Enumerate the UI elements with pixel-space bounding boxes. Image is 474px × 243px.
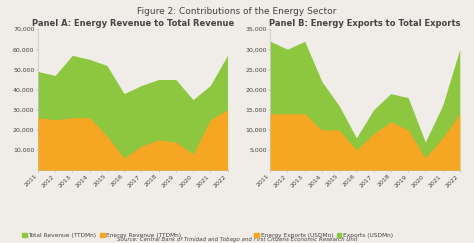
Text: Figure 2: Contributions of the Energy Sector: Figure 2: Contributions of the Energy Se… xyxy=(137,7,337,16)
Title: Panel B: Energy Exports to Total Exports: Panel B: Energy Exports to Total Exports xyxy=(269,19,461,28)
Title: Panel A: Energy Revenue to Total Revenue: Panel A: Energy Revenue to Total Revenue xyxy=(32,19,234,28)
Text: Source: Central Bank of Trinidad and Tobago and First Citizens Economic Research: Source: Central Bank of Trinidad and Tob… xyxy=(117,237,357,242)
Legend: Energy Exports (USDMn), Exports (USDMn): Energy Exports (USDMn), Exports (USDMn) xyxy=(254,233,393,238)
Legend: Total Revenue (TTDMn), Energy Revenue (TTDMn): Total Revenue (TTDMn), Energy Revenue (T… xyxy=(22,233,182,238)
